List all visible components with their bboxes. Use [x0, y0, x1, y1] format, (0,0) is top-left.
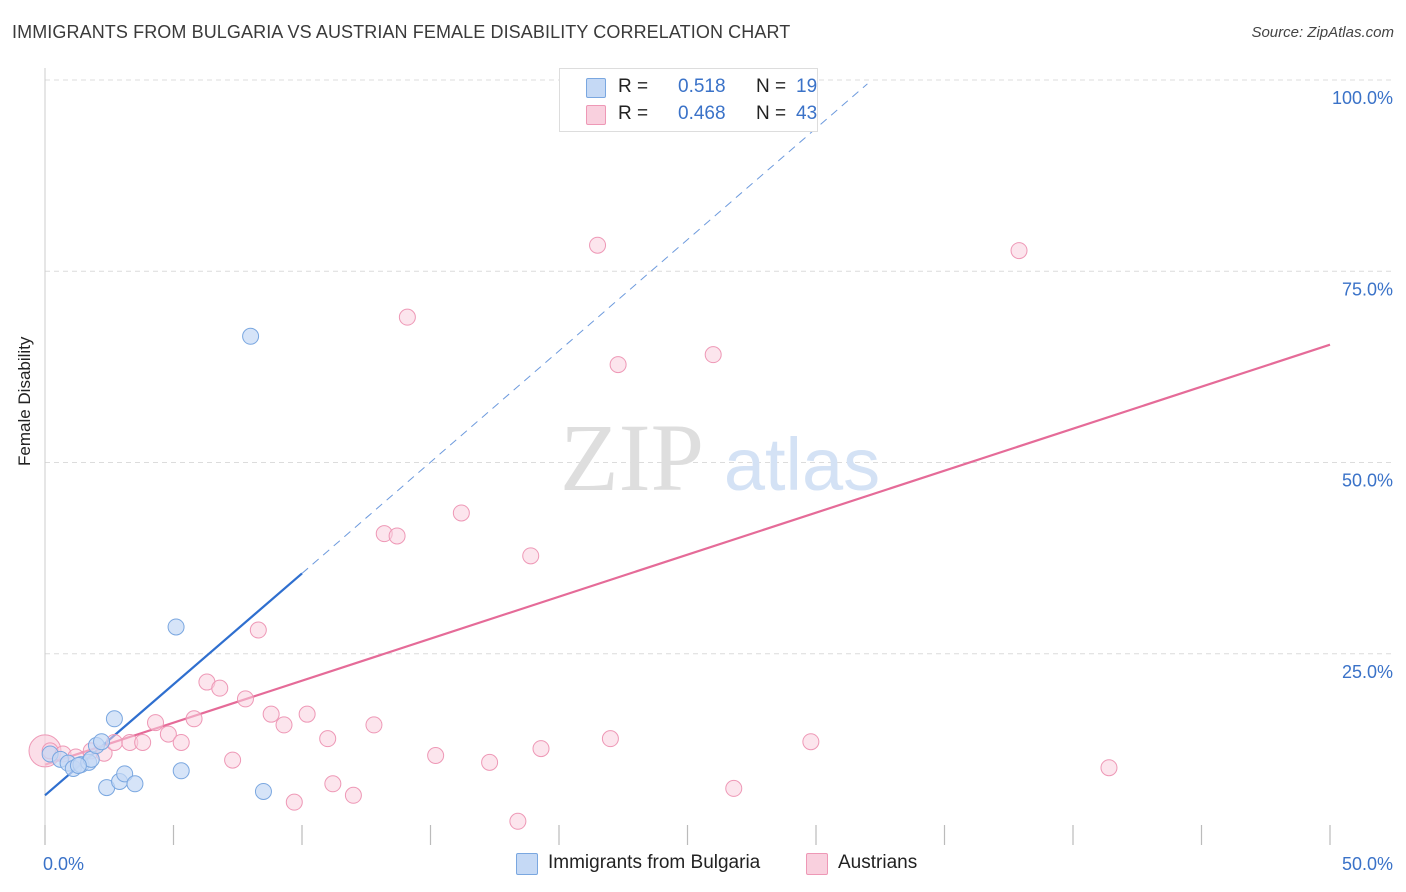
y-tick-label: 25.0%: [1342, 662, 1393, 682]
data-point-austrians: [365, 716, 383, 734]
data-point-austrians: [802, 733, 820, 751]
trend-line-bulgaria-extension: [301, 83, 868, 574]
data-point-austrians: [509, 812, 527, 830]
legend-swatch-bulgaria: [586, 78, 606, 98]
y-tick-label: 75.0%: [1342, 279, 1393, 299]
data-point-austrians: [319, 730, 337, 748]
data-point-austrians: [211, 679, 229, 697]
chart-title: IMMIGRANTS FROM BULGARIA VS AUSTRIAN FEM…: [12, 22, 791, 42]
tick-labels: 25.0% 50.0% 75.0% 100.0% 0.0% 50.0%: [43, 88, 1393, 874]
data-point-bulgaria: [242, 327, 260, 345]
data-point-austrians: [224, 751, 242, 769]
watermark-zip: ZIP: [560, 404, 704, 511]
data-point-austrians: [589, 236, 607, 254]
legend-swatch-bulgaria: [516, 853, 538, 875]
data-point-bulgaria: [126, 775, 144, 793]
n-label: N =: [756, 103, 787, 124]
r-label: R =: [618, 76, 649, 97]
data-point-austrians: [147, 714, 165, 732]
data-point-austrians: [298, 705, 316, 723]
y-tick-label: 100.0%: [1332, 88, 1393, 108]
x-tick-label: 0.0%: [43, 854, 84, 874]
data-point-austrians: [427, 746, 445, 764]
data-point-austrians: [481, 753, 499, 771]
legend-label-austrians: Austrians: [838, 852, 918, 873]
data-point-austrians: [452, 504, 470, 522]
trend-line-austrians: [44, 343, 1331, 766]
data-point-austrians: [249, 621, 267, 639]
data-point-austrians: [344, 786, 362, 804]
data-point-austrians: [1010, 242, 1028, 260]
data-point-austrians: [172, 733, 190, 751]
r-value: 0.468: [678, 103, 726, 124]
grid-lines: [45, 79, 1392, 655]
data-point-austrians: [532, 740, 550, 758]
x-tick-label: 50.0%: [1342, 854, 1393, 874]
data-point-bulgaria: [254, 782, 272, 800]
data-point-austrians: [704, 346, 722, 364]
data-point-bulgaria: [69, 756, 87, 774]
data-point-austrians: [725, 779, 743, 797]
data-point-austrians: [1100, 759, 1118, 777]
data-point-austrians: [262, 705, 280, 723]
y-axis-label: Female Disability: [15, 336, 34, 466]
data-point-austrians: [236, 690, 254, 708]
legend-label-bulgaria: Immigrants from Bulgaria: [548, 852, 761, 873]
legend-swatch-austrians: [586, 105, 606, 125]
data-point-bulgaria: [93, 733, 111, 751]
watermark: ZIP atlas: [560, 404, 880, 511]
data-point-austrians: [285, 793, 303, 811]
data-point-bulgaria: [116, 765, 134, 783]
legend-swatch-austrians: [806, 853, 828, 875]
y-tick-label: 50.0%: [1342, 471, 1393, 491]
data-point-austrians: [275, 716, 293, 734]
data-point-austrians: [522, 547, 540, 565]
data-point-austrians: [388, 527, 406, 545]
data-point-austrians: [159, 725, 177, 743]
n-value: 19: [796, 76, 818, 97]
data-point-bulgaria: [105, 710, 123, 728]
data-point-austrians: [134, 733, 152, 751]
watermark-atlas: atlas: [724, 423, 880, 506]
data-point-austrians: [609, 356, 627, 374]
n-value: 43: [796, 103, 818, 124]
axes: [44, 68, 1331, 845]
data-point-austrians: [601, 730, 619, 748]
data-point-bulgaria: [172, 762, 190, 780]
data-point-bulgaria: [167, 618, 185, 636]
r-label: R =: [618, 103, 649, 124]
data-point-austrians: [398, 308, 416, 326]
chart-source: Source: ZipAtlas.com: [1251, 24, 1394, 41]
data-point-austrians: [185, 710, 203, 728]
n-label: N =: [756, 76, 787, 97]
series-legend: Immigrants from Bulgaria Austrians: [0, 851, 1406, 879]
stats-legend: R = 0.518 N = 19 R = 0.468 N = 43: [559, 68, 818, 132]
r-value: 0.518: [678, 76, 726, 97]
data-point-austrians: [324, 775, 342, 793]
